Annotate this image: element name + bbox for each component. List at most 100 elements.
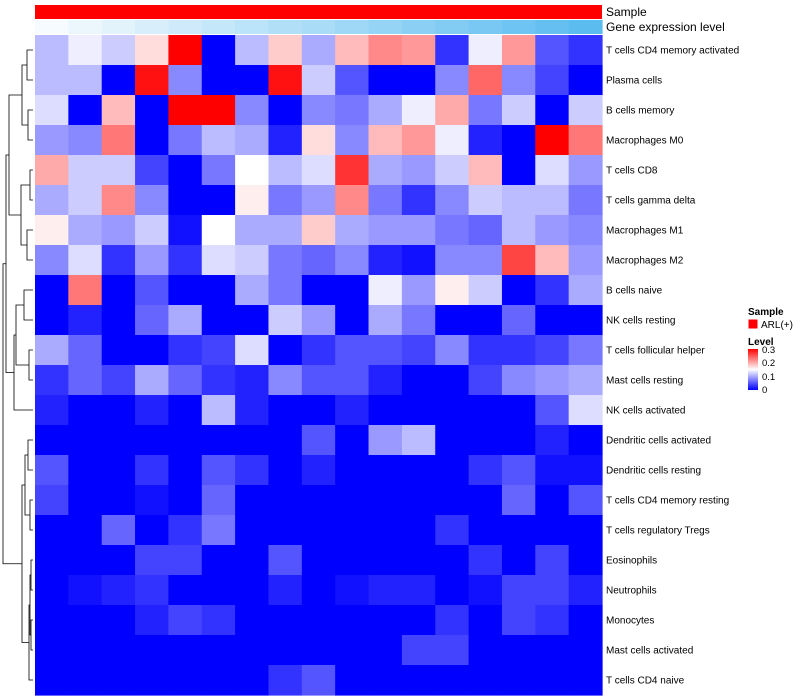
heatmap-cell: [101, 425, 136, 456]
heatmap-cell: [468, 95, 503, 126]
heatmap-cell: [168, 125, 203, 156]
heatmap-cell: [468, 485, 503, 516]
heatmap-cell: [401, 335, 436, 366]
heatmap-cell: [501, 155, 536, 186]
heatmap-cell: [468, 65, 503, 96]
gene-expression-cell: [168, 20, 203, 34]
heatmap-cell: [35, 185, 69, 216]
dendrogram-branch: [13, 334, 33, 411]
heatmap-cell: [268, 335, 303, 366]
heatmap-cell: [268, 125, 303, 156]
heatmap-cell: [401, 575, 436, 606]
heatmap-cell: [368, 65, 403, 96]
heatmap-cell: [35, 575, 69, 606]
heatmap-cell: [535, 155, 570, 186]
heatmap-cell: [535, 545, 570, 576]
heatmap-cell: [268, 545, 303, 576]
row-label: T cells follicular helper: [606, 346, 705, 357]
heatmap-cell: [135, 665, 170, 696]
heatmap-cell: [435, 605, 470, 636]
heatmap-cell: [68, 395, 103, 426]
heatmap-cell: [135, 335, 170, 366]
heatmap-cell: [168, 575, 203, 606]
heatmap-cell: [468, 335, 503, 366]
heatmap-cell: [468, 545, 503, 576]
heatmap-cell: [535, 455, 570, 486]
heatmap-cell: [435, 125, 470, 156]
heatmap-cell: [568, 365, 603, 396]
heatmap-cell: [335, 65, 370, 96]
heatmap-cell: [135, 485, 170, 516]
heatmap-cell: [368, 305, 403, 336]
heatmap-cell: [535, 605, 570, 636]
heatmap-cell: [568, 65, 603, 96]
heatmap-cell: [135, 575, 170, 606]
heatmap-cell: [335, 95, 370, 126]
row-labels: T cells CD4 memory activated Plasma cells…: [606, 46, 739, 687]
heatmap-cell: [235, 455, 270, 486]
row-label: T cells regulatory Tregs: [606, 526, 710, 537]
dendrogram-branch: [8, 94, 22, 216]
heatmap-cell: [401, 95, 436, 126]
dendrogram-branch: [29, 169, 33, 201]
heatmap-cell: [568, 125, 603, 156]
heatmap-cell: [468, 245, 503, 276]
heatmap-cell: [368, 515, 403, 546]
heatmap-cell: [501, 545, 536, 576]
heatmap-cell: [168, 185, 203, 216]
dendrogram-branch: [23, 289, 33, 321]
heatmap-cell: [468, 275, 503, 306]
heatmap-cell: [268, 515, 303, 546]
heatmap-cell: [535, 665, 570, 696]
heatmap-cell: [35, 515, 69, 546]
heatmap-cell: [268, 245, 303, 276]
heatmap-cell: [268, 365, 303, 396]
heatmap-cell: [501, 485, 536, 516]
row-label: Macrophages M2: [606, 256, 684, 267]
heatmap-cell: [568, 155, 603, 186]
heatmap-cells: [35, 35, 603, 696]
heatmap-cell: [135, 155, 170, 186]
heatmap-cell: [101, 575, 136, 606]
heatmap-cell: [568, 455, 603, 486]
heatmap-cell: [235, 335, 270, 366]
heatmap-cell: [501, 215, 536, 246]
heatmap-cell: [235, 275, 270, 306]
row-label: NK cells resting: [606, 316, 675, 327]
heatmap-cell: [35, 485, 69, 516]
heatmap-cell: [201, 605, 236, 636]
heatmap-cell: [401, 635, 436, 666]
heatmap-cell: [301, 305, 336, 336]
heatmap-cell: [168, 365, 203, 396]
heatmap-cell: [35, 305, 69, 336]
heatmap-cell: [568, 35, 603, 66]
heatmap-cell: [301, 575, 336, 606]
heatmap-cell: [201, 395, 236, 426]
heatmap-cell: [435, 575, 470, 606]
heatmap-cell: [268, 275, 303, 306]
legend-level-tick-0: 0: [762, 385, 767, 396]
heatmap-cell: [468, 215, 503, 246]
heatmap-cell: [368, 215, 403, 246]
heatmap-cell: [435, 155, 470, 186]
heatmap-cell: [501, 575, 536, 606]
dendrogram-branch: [30, 559, 33, 591]
heatmap-cell: [168, 455, 203, 486]
heatmap-cell: [501, 335, 536, 366]
heatmap-cell: [368, 155, 403, 186]
gene-expression-cell: [501, 20, 536, 34]
row-label: Macrophages M1: [606, 226, 684, 237]
gene-expression-cell: [335, 20, 370, 34]
heatmap-cell: [101, 95, 136, 126]
heatmap-cell: [35, 215, 69, 246]
heatmap-cell: [68, 275, 103, 306]
heatmap-cell: [201, 425, 236, 456]
heatmap-cell: [501, 365, 536, 396]
heatmap-cell: [435, 425, 470, 456]
heatmap-cell: [501, 245, 536, 276]
row-label: Macrophages M0: [606, 136, 684, 147]
heatmap-cell: [535, 95, 570, 126]
heatmap-cell: [68, 545, 103, 576]
heatmap-cell: [401, 305, 436, 336]
heatmap-cell: [368, 605, 403, 636]
